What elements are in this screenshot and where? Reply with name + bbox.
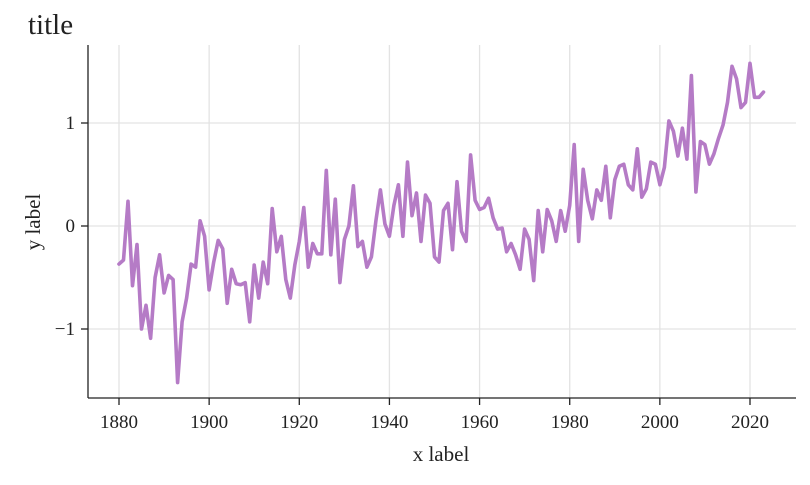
x-tick-label: 2000 bbox=[641, 412, 679, 433]
ticks: 1880 1900 1920 1940 1960 1980 2000 2020 −1 0 1 bbox=[55, 113, 769, 433]
x-tick-label: 2020 bbox=[731, 412, 769, 433]
series-line bbox=[117, 61, 766, 385]
y-tick-label: 1 bbox=[66, 113, 76, 134]
y-tick-label: −1 bbox=[55, 319, 75, 340]
y-axis-label: y label bbox=[21, 194, 45, 251]
x-tick-label: 1960 bbox=[461, 412, 499, 433]
x-tick-label: 1940 bbox=[370, 412, 408, 433]
x-axis-label: x label bbox=[413, 442, 470, 466]
x-tick-label: 1920 bbox=[280, 412, 318, 433]
chart-title: title bbox=[28, 9, 73, 41]
grid bbox=[88, 45, 796, 398]
x-tick-label: 1880 bbox=[100, 412, 138, 433]
x-tick-label: 1980 bbox=[551, 412, 589, 433]
y-tick-label: 0 bbox=[66, 216, 76, 237]
x-tick-label: 1900 bbox=[190, 412, 228, 433]
